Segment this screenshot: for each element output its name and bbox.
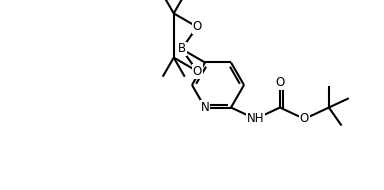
Text: O: O	[192, 65, 202, 78]
Text: B: B	[177, 43, 186, 55]
Text: N: N	[200, 101, 209, 114]
Text: O: O	[192, 20, 202, 33]
Text: O: O	[300, 112, 309, 125]
Text: O: O	[275, 76, 285, 89]
Text: NH: NH	[247, 112, 264, 125]
